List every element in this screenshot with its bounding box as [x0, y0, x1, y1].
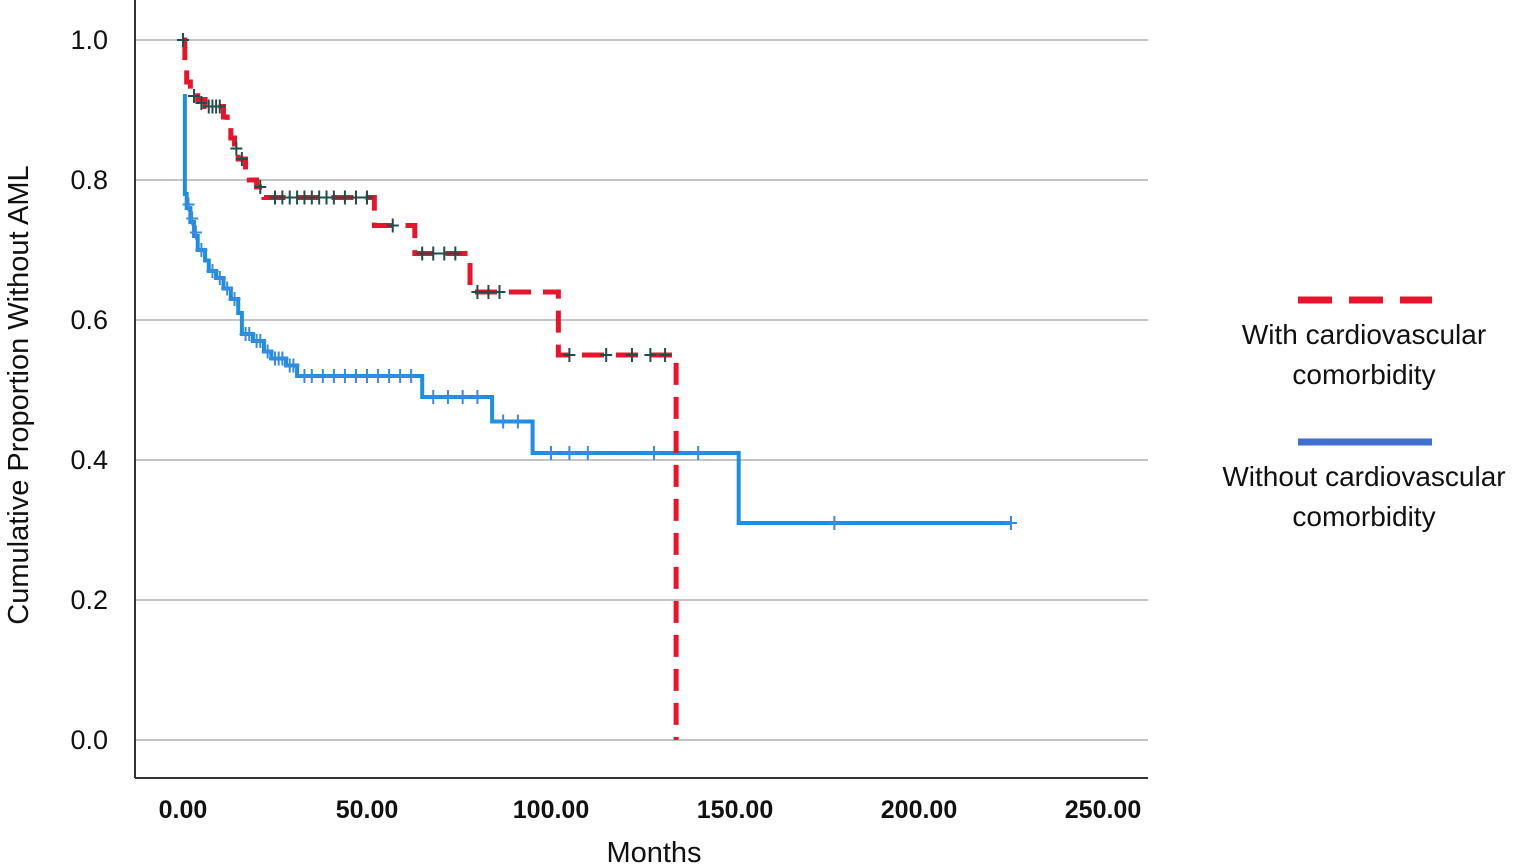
censor-mark-1-21: [327, 369, 340, 383]
censor-mark-1-35: [545, 446, 557, 460]
censor-mark-1-39: [692, 446, 705, 460]
axes: [134, 0, 1148, 779]
censor-mark-0-27: [471, 285, 484, 299]
y-tick-label-2: 0.4: [70, 445, 108, 475]
censor-mark-0-23: [416, 246, 429, 261]
censor-mark-1-33: [497, 414, 510, 429]
censor-mark-0-28: [482, 285, 495, 299]
censor-mark-1-0: [182, 197, 195, 212]
censor-mark-1-28: [405, 369, 418, 383]
censor-mark-1-9: [243, 327, 256, 341]
censor-mark-1-11: [254, 334, 267, 348]
gridlines: [135, 39, 1148, 741]
x-axis-title: Months: [606, 837, 701, 867]
censor-mark-1-19: [305, 369, 318, 383]
censor-mark-0-34: [659, 348, 672, 362]
censor-mark-1-27: [394, 369, 407, 383]
censor-mark-1-25: [372, 369, 385, 383]
censor-mark-1-34: [511, 414, 524, 429]
censor-mark-0-9: [254, 180, 267, 194]
y-tick-label-3: 0.6: [70, 305, 108, 335]
censor-mark-1-32: [471, 390, 484, 404]
legend-label-0-0: With cardiovascular: [1242, 319, 1486, 350]
series-line-1: [182, 94, 1011, 525]
censor-mark-1-29: [427, 390, 440, 404]
censor-mark-1-41: [1005, 516, 1017, 530]
y-tick-labels: 0.0 0.2 0.4 0.6 0.8 1.0: [70, 25, 108, 755]
censor-mark-0-32: [625, 348, 638, 362]
censor-mark-1-17: [287, 358, 300, 373]
censor-mark-1-20: [316, 369, 329, 383]
censor-mark-0-25: [438, 246, 451, 261]
censor-mark-1-24: [361, 369, 373, 383]
x-tick-label-0: 0.00: [159, 796, 208, 824]
censor-mark-0-2: [195, 96, 208, 110]
censor-mark-1-38: [648, 446, 661, 460]
x-tick-label-5: 250.00: [1065, 796, 1141, 824]
legend-label-0-1: comorbidity: [1292, 359, 1435, 390]
y-tick-label-0: 0.0: [70, 725, 108, 755]
censor-mark-1-3: [195, 243, 208, 257]
x-tick-label-4: 200.00: [881, 796, 957, 824]
censor-mark-0-0: [177, 33, 189, 47]
censor-mark-0-26: [449, 246, 462, 261]
legend: With cardiovascular comorbidity Without ca…: [1222, 296, 1506, 532]
series-1: [182, 94, 1017, 530]
censor-mark-1-4: [206, 264, 219, 278]
censor-mark-1-15: [276, 351, 289, 366]
censor-mark-1-5: [213, 271, 226, 285]
censor-mark-0-7: [230, 141, 243, 156]
x-tick-label-3: 150.00: [697, 796, 773, 824]
x-tick-label-1: 50.00: [336, 796, 399, 824]
y-tick-label-4: 0.8: [70, 165, 108, 195]
censor-mark-1-36: [563, 446, 576, 460]
censor-mark-0-30: [563, 348, 576, 362]
y-axis-title: Cumulative Proportion Without AML: [3, 165, 35, 624]
censor-mark-1-2: [189, 225, 202, 240]
x-tick-labels: 0.00 50.00 100.00 150.00 200.00 250.00: [159, 796, 1142, 824]
censor-mark-0-8: [235, 152, 248, 166]
legend-label-1-1: comorbidity: [1292, 501, 1435, 532]
censor-mark-0-24: [427, 246, 440, 261]
series-0: [177, 33, 679, 740]
censor-mark-1-40: [828, 516, 841, 530]
censor-mark-1-1: [186, 211, 199, 226]
censor-mark-0-21: [361, 190, 373, 205]
censor-mark-1-30: [441, 390, 454, 404]
censor-mark-0-19: [338, 190, 351, 205]
series-group: [177, 33, 1017, 740]
x-tick-label-2: 100.00: [513, 796, 589, 824]
y-tick-label-5: 1.0: [70, 25, 108, 55]
censor-mark-1-6: [221, 281, 234, 296]
censor-mark-0-29: [493, 285, 506, 299]
censor-mark-1-26: [383, 369, 396, 383]
censor-mark-0-31: [600, 348, 613, 362]
censor-mark-0-18: [327, 190, 340, 205]
censor-mark-0-33: [644, 348, 657, 362]
censor-mark-1-23: [349, 369, 362, 383]
censor-mark-1-7: [228, 292, 241, 306]
censor-mark-1-22: [338, 369, 351, 383]
censor-mark-1-37: [581, 446, 594, 460]
y-tick-label-1: 0.2: [70, 585, 108, 615]
series-line-0: [182, 37, 679, 740]
censor-mark-1-31: [456, 390, 469, 404]
censor-mark-0-20: [349, 190, 362, 205]
censor-mark-0-1: [188, 89, 201, 103]
censor-mark-1-12: [261, 344, 274, 359]
censor-mark-0-6: [213, 99, 226, 114]
censor-mark-0-22: [386, 218, 399, 233]
legend-label-1-0: Without cardiovascular: [1222, 461, 1505, 492]
